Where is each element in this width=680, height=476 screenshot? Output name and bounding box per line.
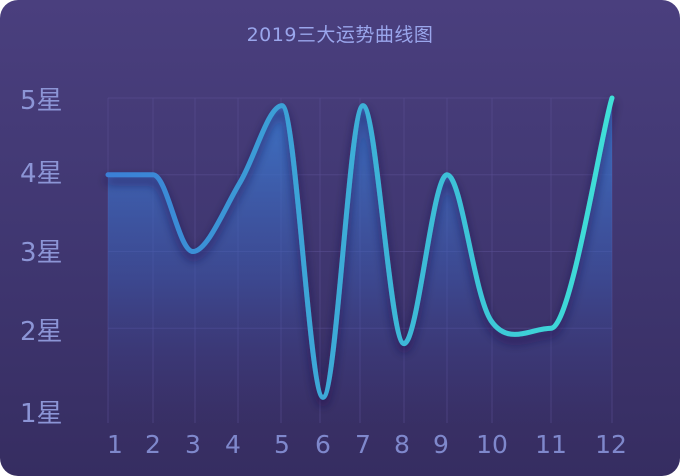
x-tick-label-3: 3 [185, 430, 201, 459]
y-tick-label-3: 3星 [20, 238, 63, 268]
chart-title: 2019三大运势曲线图 [246, 24, 434, 46]
x-tick-label-1: 1 [107, 430, 123, 459]
x-tick-label-10: 10 [476, 430, 508, 459]
x-tick-label-5: 5 [274, 430, 290, 459]
x-tick-label-6: 6 [315, 430, 331, 459]
y-tick-label-1: 1星 [20, 399, 63, 429]
x-tick-label-12: 12 [595, 430, 627, 459]
x-tick-label-7: 7 [355, 430, 371, 459]
y-tick-label-2: 2星 [20, 317, 63, 347]
area-fill [108, 98, 612, 425]
x-tick-label-2: 2 [145, 430, 161, 459]
x-tick-label-11: 11 [535, 430, 567, 459]
y-tick-label-4: 4星 [20, 159, 63, 189]
x-tick-label-4: 4 [225, 430, 241, 459]
series-line [105, 95, 615, 400]
y-tick-label-5: 5星 [20, 86, 63, 116]
x-tick-label-9: 9 [433, 430, 449, 459]
x-tick-label-8: 8 [394, 430, 410, 459]
